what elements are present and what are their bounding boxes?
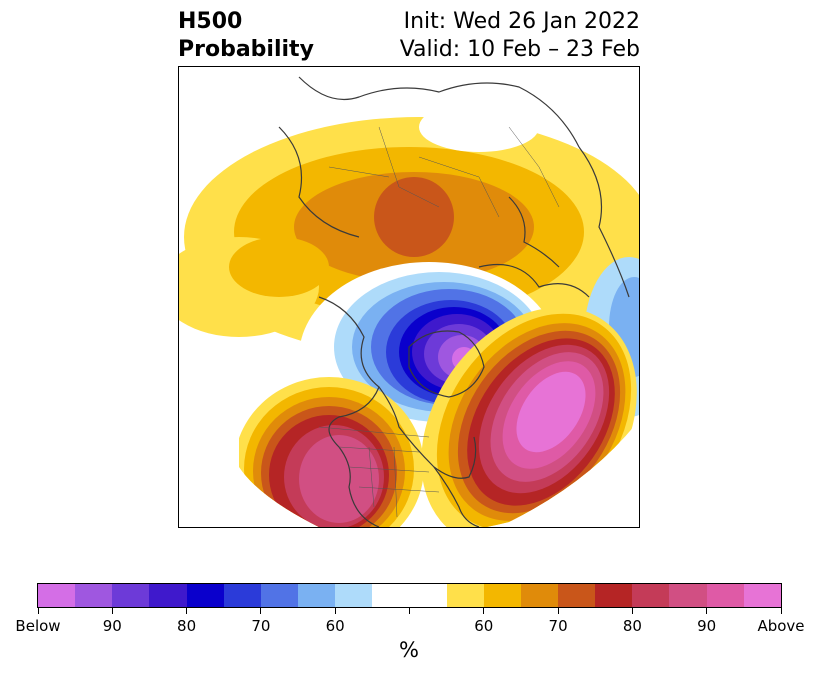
colorbar-segment: [669, 584, 707, 607]
map-date-info: Init: Wed 26 Jan 2022 Valid: 10 Feb – 23…: [400, 8, 640, 64]
colorbar-tick: [631, 608, 633, 614]
colorbar-unit-label: %: [399, 638, 419, 662]
colorbar-segment: [409, 584, 447, 607]
colorbar-tick: [334, 608, 336, 614]
colorbar-segment: [75, 584, 113, 607]
coastlines: [278, 76, 630, 527]
colorbar-tick-label: 80: [177, 617, 197, 635]
colorbar-segment: [706, 584, 744, 607]
map-svg: [179, 67, 639, 527]
colorbar-segment: [446, 584, 484, 607]
colorbar-segment: [520, 584, 558, 607]
colorbar-tick: [111, 608, 113, 614]
colorbar-segment: [149, 584, 187, 607]
colorbar-segment: [223, 584, 261, 607]
colorbar-tick-label: 90: [102, 617, 122, 635]
colorbar-tick-label: 70: [548, 617, 568, 635]
colorbar-segment: [38, 584, 76, 607]
anomaly-atlantic-above: [516, 371, 586, 453]
title-product: Probability: [178, 37, 314, 62]
anomaly-westus-90: [299, 435, 379, 523]
anomaly-pacific-65: [229, 237, 329, 297]
colorbar-tick: [37, 608, 39, 614]
colorbar-tick: [186, 608, 188, 614]
colorbar-tick-label: 60: [474, 617, 494, 635]
colorbar-segment: [372, 584, 410, 607]
map-title: H500 Probability: [178, 8, 314, 64]
colorbar-segment: [112, 584, 150, 607]
colorbar-segment: [743, 584, 781, 607]
anomaly-siberia-75: [374, 177, 454, 257]
colorbar-segment: [186, 584, 224, 607]
colorbar-tick: [409, 608, 410, 614]
valid-range: Valid: 10 Feb – 23 Feb: [399, 37, 640, 62]
colorbar-segment: [297, 584, 336, 607]
colorbar-tick-label: 90: [697, 617, 717, 635]
title-variable: H500: [178, 9, 243, 34]
colorbar-tick-label: 80: [622, 617, 642, 635]
colorbar-segment: [335, 584, 373, 607]
colorbar-tick: [780, 608, 782, 614]
colorbar-segment: [557, 584, 596, 607]
colorbar-segment: [260, 584, 298, 607]
anomaly-neutral-north: [419, 102, 539, 152]
colorbar-tick: [557, 608, 559, 614]
colorbar-tick: [483, 608, 485, 614]
init-date: Init: Wed 26 Jan 2022: [403, 9, 640, 34]
colorbar-tick-label: Above: [757, 617, 805, 635]
colorbar-tick-label: Below: [15, 617, 61, 635]
colorbar-segment: [483, 584, 521, 607]
colorbar-tick: [260, 608, 262, 614]
political-borders: [318, 126, 560, 518]
colorbar: [37, 583, 782, 608]
colorbar-tick-label: 70: [251, 617, 271, 635]
colorbar-segment: [595, 584, 633, 607]
colorbar-tick: [706, 608, 708, 614]
polar-map: [178, 66, 640, 528]
colorbar-segment: [632, 584, 670, 607]
colorbar-tick-label: 60: [325, 617, 345, 635]
